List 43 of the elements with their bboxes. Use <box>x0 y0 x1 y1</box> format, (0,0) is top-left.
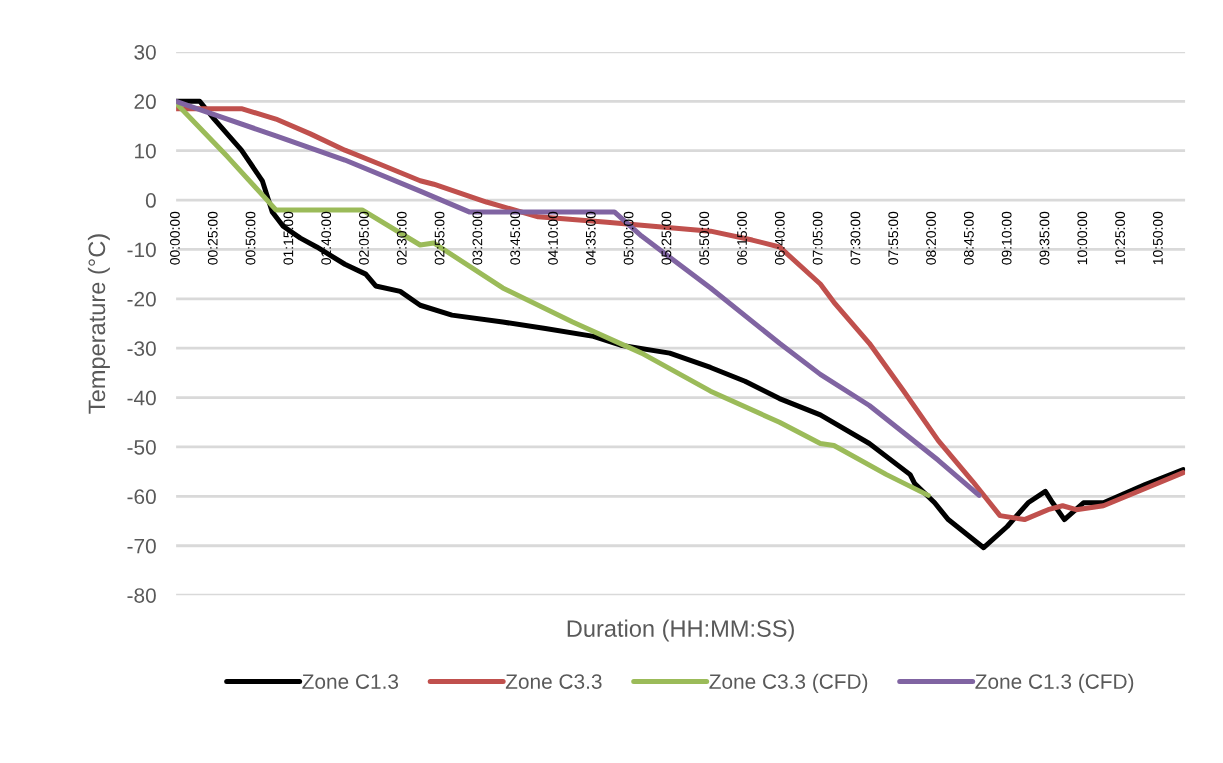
x-tick-label: 09:10:00 <box>1001 211 1012 265</box>
x-tick-label: 10:25:00 <box>1115 211 1125 265</box>
y-tick-label: -20 <box>127 291 156 307</box>
x-tick-label: 08:45:00 <box>963 211 974 265</box>
x-tick-label: 06:40:00 <box>774 211 785 265</box>
x-tick-label: 00:00:00 <box>170 211 180 265</box>
y-tick-label: 0 <box>145 193 156 208</box>
x-tick-label: 05:25:00 <box>661 211 672 265</box>
x-axis-title: Duration (HH:MM:SS) <box>567 619 794 642</box>
y-tick-label: -10 <box>127 242 156 258</box>
y-tick-label: -80 <box>127 588 156 603</box>
legend-label: Zone C1.3 <box>302 674 399 689</box>
y-tick-label: -40 <box>127 390 156 406</box>
x-tick-label: 07:05:00 <box>812 211 823 265</box>
x-tick-label: 03:20:00 <box>472 211 483 265</box>
x-tick-label: 04:10:00 <box>548 211 558 265</box>
x-tick-label: 02:55:00 <box>434 211 445 265</box>
x-tick-label: 07:55:00 <box>888 211 899 265</box>
y-axis-title: Temperature (°C) <box>87 234 110 414</box>
x-tick-label: 02:30:00 <box>396 211 407 265</box>
x-tick-label: 08:20:00 <box>926 211 936 265</box>
x-tick-label: 06:15:00 <box>737 211 747 265</box>
y-tick-label: -60 <box>127 489 156 505</box>
y-tick-label: -50 <box>127 439 156 455</box>
y-tick-label: -70 <box>127 538 156 554</box>
x-tick-label: 00:25:00 <box>207 211 218 265</box>
x-tick-label: 07:30:00 <box>850 211 861 265</box>
x-tick-label: 10:50:00 <box>1152 211 1163 265</box>
x-tick-label: 03:45:00 <box>510 211 521 265</box>
x-tick-label: 05:50:00 <box>699 211 710 265</box>
x-tick-label: 00:50:00 <box>245 211 256 265</box>
x-tick-label: 09:35:00 <box>1039 211 1050 265</box>
x-tick-label: 05:00:00 <box>623 211 634 265</box>
x-tick-label: 10:00:00 <box>1077 211 1088 265</box>
y-tick-label: 20 <box>134 94 156 110</box>
y-tick-label: -30 <box>127 341 156 356</box>
legend-label: Zone C3.3 <box>505 674 602 689</box>
legend-label: Zone C3.3 (CFD) <box>709 673 868 694</box>
y-tick-label: 10 <box>135 143 156 159</box>
y-tick-label: 30 <box>134 44 156 60</box>
x-tick-label: 02:05:00 <box>359 211 369 265</box>
legend-label: Zone C1.3 (CFD) <box>975 673 1134 694</box>
x-tick-label: 04:35:00 <box>585 211 596 265</box>
